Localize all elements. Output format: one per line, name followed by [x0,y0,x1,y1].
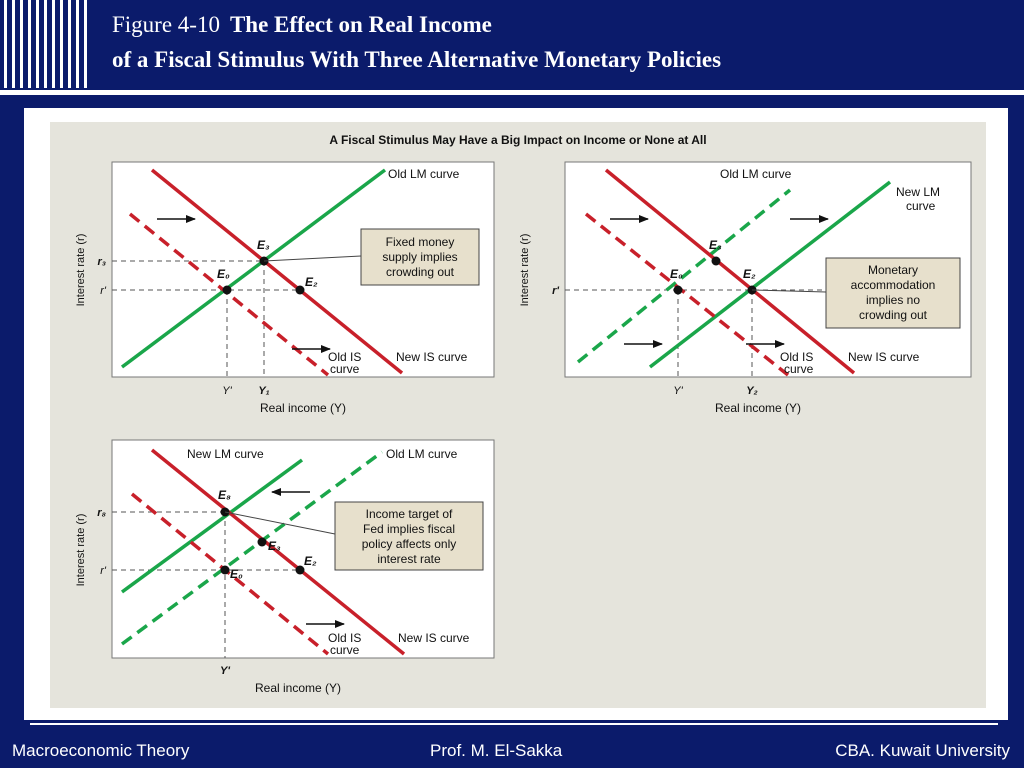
old-lm-curve [120,168,387,369]
label-new-lm: New LM curve [187,447,264,461]
footer-divider [30,723,998,725]
figure-svg: A Fiscal Stimulus May Have a Big Impact … [75,133,972,695]
label-old-is-2: curve [330,362,360,376]
x-axis-label: Real income (Y) [260,401,346,415]
tick-r-prime: r' [100,285,107,297]
slide-title-line1: Figure 4-10 The Effect on Real Income [112,11,492,39]
slide-title-line2: of a Fiscal Stimulus With Three Alternat… [112,47,722,72]
label-e2: E₂ [305,275,318,289]
label-e3: E₃ [709,238,722,252]
new-lm-curve [648,180,892,369]
equilibrium-e3 [711,256,721,266]
label-old-lm: Old LM curve [720,167,792,181]
note-box [334,501,484,571]
equilibrium-e2 [295,285,305,295]
tick-r8: r₈ [97,507,106,519]
note-text: Monetary [868,263,918,277]
panel-income-target: E₈ E₃ E₀ E₂ r₈ r' Y' Real income (Y) Int… [75,439,495,695]
equilibrium-e0 [222,285,232,295]
new-lm-curve [120,458,304,594]
figure-title: The Effect on Real Income [229,12,492,37]
tick-y-prime: Y' [220,665,230,677]
x-axis-label: Real income (Y) [255,681,341,695]
label-new-lm-2: curve [906,199,936,213]
note-text: Fixed money [386,235,455,249]
callout-line [751,289,827,293]
figure-panel: A Fiscal Stimulus May Have a Big Impact … [50,122,986,708]
label-e8: E₈ [218,488,231,502]
old-lm-curve [120,450,384,646]
note-text: interest rate [377,552,441,566]
new-is-curve [604,168,856,375]
y-axis-label: Interest rate (r) [75,514,87,587]
figure-number: Figure 4-10 [112,12,220,37]
note-box [360,228,480,286]
figure-heading: A Fiscal Stimulus May Have a Big Impact … [329,133,706,147]
label-old-lm: Old LM curve [386,447,458,461]
label-old-is: Old IS [328,350,361,364]
header-stripes [0,0,92,88]
callout-line [263,255,362,262]
label-e0: E₀ [217,267,230,281]
note-text: Income target of [366,507,453,521]
label-old-is-2: curve [784,362,814,376]
x-axis-label: Real income (Y) [715,401,801,415]
new-is-curve [150,448,406,656]
equilibrium-e2 [295,565,305,575]
label-e0: E₀ [230,567,243,581]
label-e0: E₀ [670,267,683,281]
footer-author: Prof. M. El-Sakka [430,741,563,760]
label-e2: E₂ [743,267,756,281]
note-text: supply implies [382,250,457,264]
note-text: Fed implies fiscal [363,522,455,536]
note-box [825,257,961,329]
label-e2: E₂ [304,554,317,568]
header-divider [0,90,1024,95]
label-old-is-2: curve [330,643,360,657]
label-old-is: Old IS [328,631,361,645]
footer-course: Macroeconomic Theory [12,741,190,760]
callout-line [224,511,336,535]
tick-y-prime: Y' [673,385,683,397]
label-new-is: New IS curve [398,631,470,645]
panel-fixed-money: E₀ E₃ E₂ r₃ r' Y' Y₁ Real income (Y) Int… [75,161,495,415]
y-axis-label: Interest rate (r) [519,234,531,307]
tick-r-prime: r' [552,285,559,297]
y-axis-label: Interest rate (r) [75,234,87,307]
tick-r-prime: r' [100,565,107,577]
label-old-is: Old IS [780,350,813,364]
label-new-lm: New LM [896,185,940,199]
equilibrium-e3 [257,537,267,547]
old-is-curve [130,492,330,656]
new-is-curve [150,168,404,375]
label-old-lm: Old LM curve [388,167,460,181]
panel-monetary-accommodation: E₀ E₃ E₂ r' Y' Y₂ Real income (Y) Intere… [519,161,972,415]
label-new-is: New IS curve [848,350,920,364]
tick-y1: Y₁ [258,385,269,397]
note-text: accommodation [851,278,936,292]
footer-institution: CBA. Kuwait University [835,741,1010,760]
old-is-curve [128,212,330,377]
tick-y2: Y₂ [746,385,758,397]
tick-r3: r₃ [97,256,106,268]
label-e3: E₃ [257,238,270,252]
note-text: implies no [866,293,920,307]
tick-y-prime: Y' [222,385,232,397]
note-text: crowding out [386,265,455,279]
label-new-is: New IS curve [396,350,468,364]
equilibrium-e0 [220,565,230,575]
note-text: policy affects only [362,537,457,551]
old-lm-curve [576,188,792,364]
equilibrium-e0 [673,285,683,295]
label-e3: E₃ [268,539,281,553]
old-is-curve [584,212,790,377]
note-text: crowding out [859,308,928,322]
